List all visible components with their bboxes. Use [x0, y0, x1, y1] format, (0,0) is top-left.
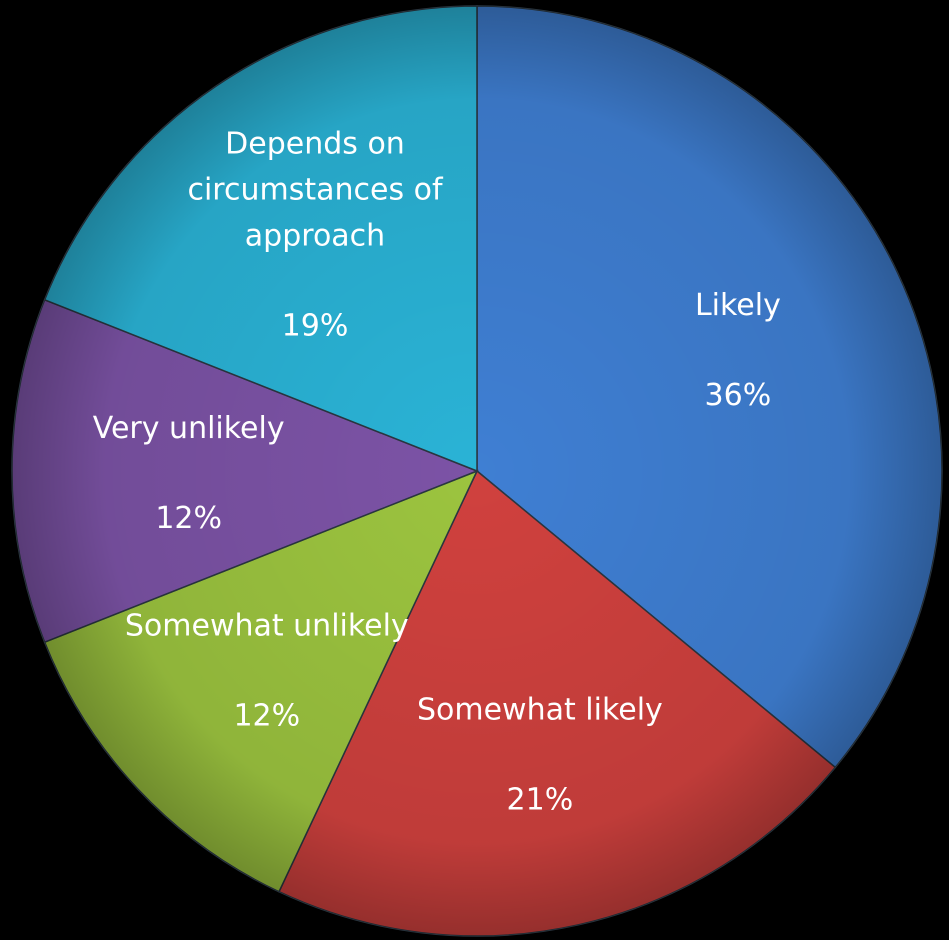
slice-label-somewhat-likely: Somewhat likely [417, 692, 663, 727]
slice-label-likely: Likely [695, 288, 781, 323]
slice-label-depends-on-circumstances-of-approach: Depends on circumstances of approach [187, 127, 443, 254]
slice-value-very-unlikely: 12% [155, 501, 222, 536]
slice-label-line: Somewhat unlikely [125, 608, 409, 643]
slice-label-line: circumstances of [187, 173, 443, 208]
slice-label-line: approach [245, 219, 385, 254]
slice-label-line: Likely [695, 288, 781, 323]
slice-value-somewhat-likely: 21% [507, 782, 574, 817]
slice-label-line: Depends on [225, 127, 405, 162]
slice-value-somewhat-unlikely: 12% [233, 698, 300, 733]
slice-label-somewhat-unlikely: Somewhat unlikely [125, 608, 409, 643]
slice-value-depends-on-circumstances-of-approach: 19% [282, 309, 349, 344]
slice-label-line: Very unlikely [93, 411, 285, 446]
slice-value-likely: 36% [705, 378, 772, 413]
slice-label-very-unlikely: Very unlikely [93, 411, 285, 446]
slice-label-line: Somewhat likely [417, 692, 663, 727]
